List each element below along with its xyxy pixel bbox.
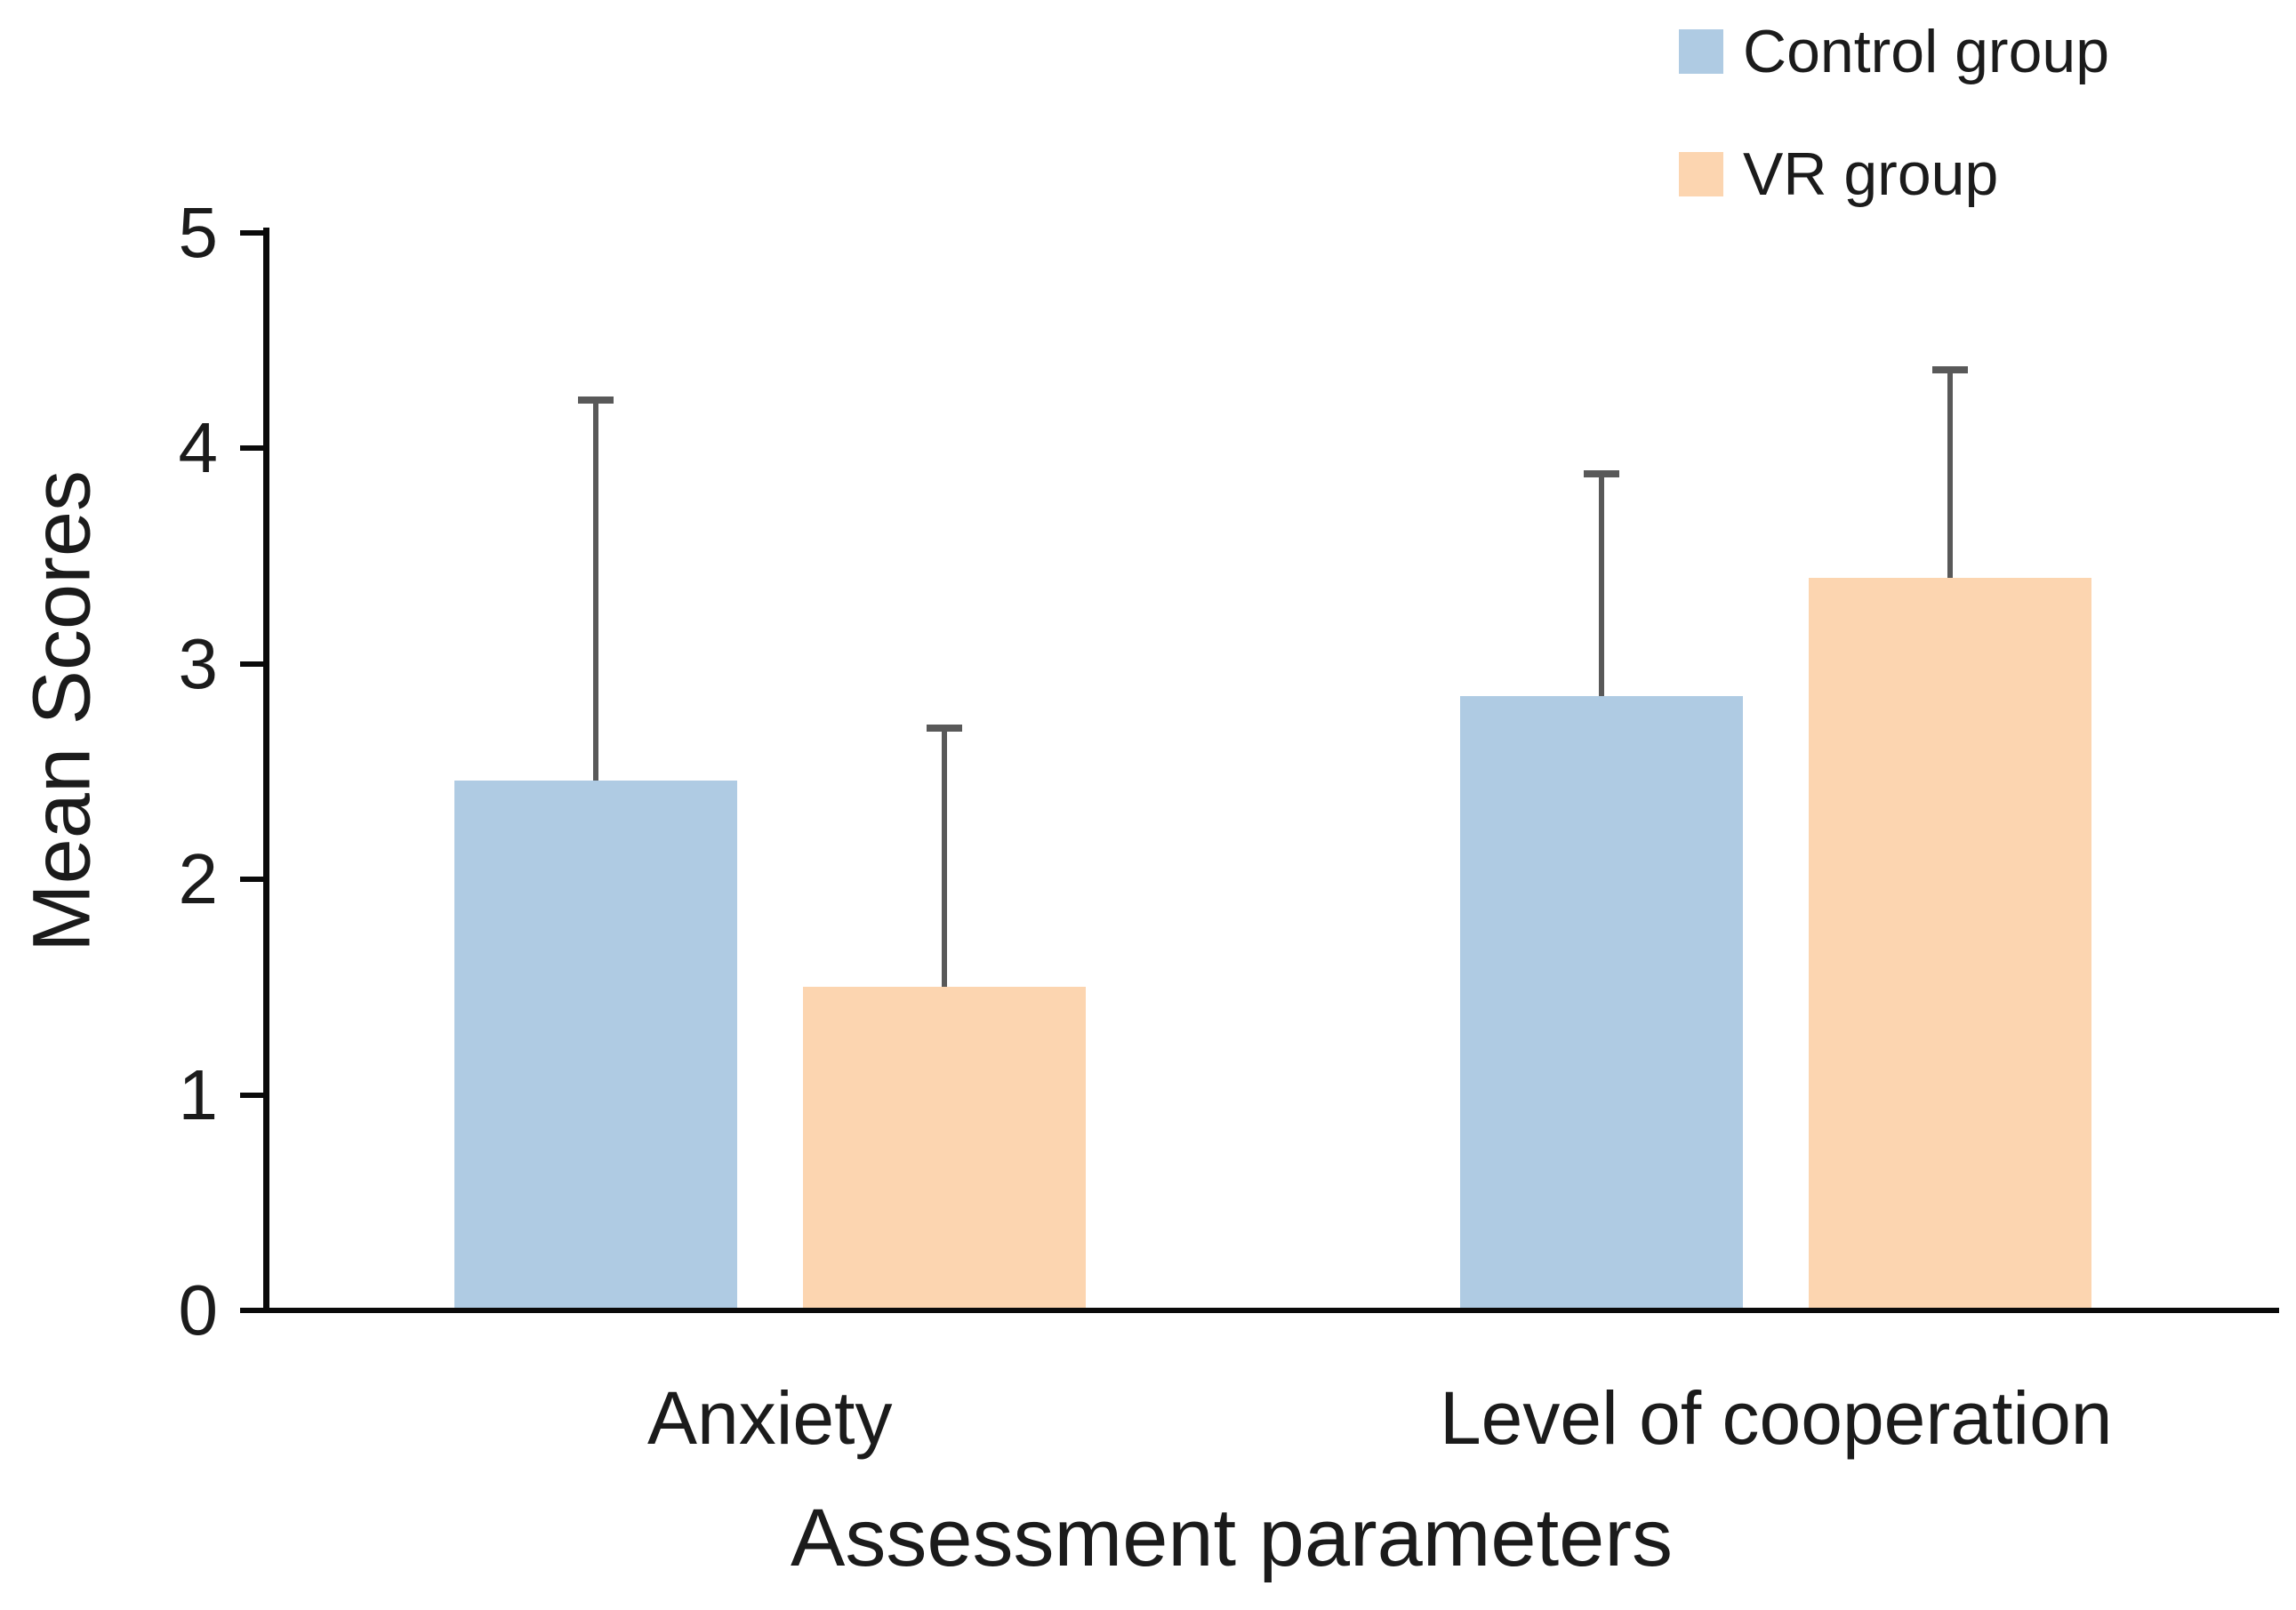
y-tick: [240, 877, 263, 883]
y-tick-label: 3: [178, 623, 219, 703]
legend-item-vr-group: VR group: [1679, 140, 2109, 208]
bar-vr-group-0: [802, 987, 1086, 1310]
y-tick: [240, 445, 263, 452]
category-label-anxiety: Anxiety: [647, 1376, 893, 1460]
error-bar-cap: [1932, 366, 1969, 374]
y-axis-line: [263, 228, 269, 1313]
legend-label-control-group: Control group: [1743, 18, 2110, 85]
legend-swatch-control-group: [1679, 29, 1723, 74]
y-tick: [240, 230, 263, 236]
y-tick-label: 4: [178, 408, 219, 488]
error-bar-cap: [926, 724, 962, 732]
y-tick: [240, 1092, 263, 1098]
x-axis-title: Assessment parameters: [791, 1493, 1673, 1583]
y-tick: [240, 1308, 263, 1313]
error-bar-cap: [577, 396, 614, 405]
category-label-cooperation: Level of cooperation: [1439, 1376, 2113, 1460]
error-bar-cap: [1584, 469, 1620, 477]
x-axis-line: [263, 1308, 2279, 1313]
bar-control-group-1: [1460, 696, 1744, 1310]
legend: Control group VR group: [1679, 18, 2109, 275]
bar-vr-group-1: [1809, 577, 2092, 1310]
error-bar-line: [1599, 469, 1605, 697]
error-bar-line: [1947, 366, 1954, 578]
error-bar-line: [592, 396, 598, 781]
y-tick-label: 5: [178, 193, 219, 272]
legend-swatch-vr-group: [1679, 152, 1723, 196]
y-tick-label: 1: [178, 1054, 219, 1134]
plot-area: [267, 233, 2279, 1310]
error-bar-line: [941, 724, 947, 988]
bar-control-group-0: [454, 780, 737, 1310]
y-tick-label: 2: [178, 839, 219, 919]
legend-item-control-group: Control group: [1679, 18, 2109, 85]
legend-label-vr-group: VR group: [1743, 140, 1999, 208]
y-tick-label: 0: [178, 1270, 219, 1350]
y-axis-title: Mean Scores: [16, 469, 108, 953]
y-tick: [240, 661, 263, 667]
